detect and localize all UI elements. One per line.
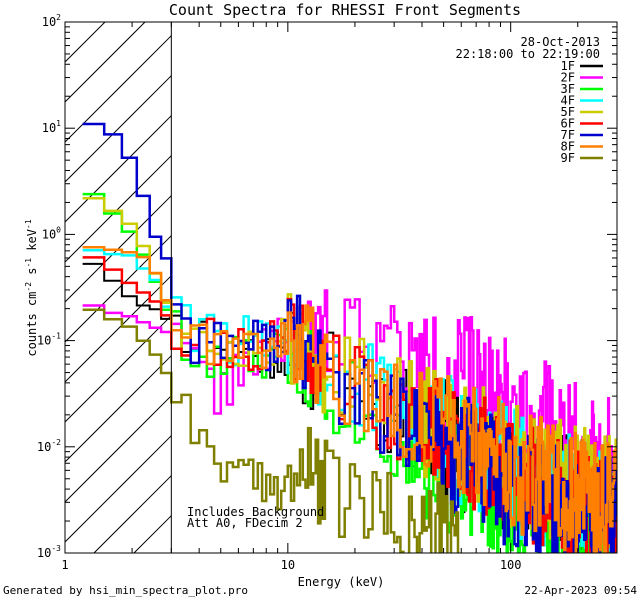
hatch-line-5 — [65, 115, 172, 223]
y-tick-exp-5: 2 — [56, 13, 61, 22]
y-tick-label-3: 100 — [42, 225, 61, 241]
hatch-line-6 — [65, 155, 172, 263]
hatch-line-13 — [65, 435, 172, 543]
legend-label-1F: 1F — [561, 59, 575, 73]
x-tick-label-2: 100 — [500, 558, 522, 572]
legend-label-8F: 8F — [561, 140, 575, 154]
legend-label-2F: 2F — [561, 71, 575, 85]
y-tick-base-2: 10 — [37, 334, 51, 348]
legend-label-5F: 5F — [561, 105, 575, 119]
y-tick-label-5: 102 — [42, 13, 61, 29]
annotation-attenuator: Att A0, FDecim 2 — [187, 516, 303, 530]
y-tick-exp-1: -2 — [51, 438, 61, 447]
y-tick-exp-2: -1 — [51, 332, 61, 341]
date-label: 28-Oct-2013 — [521, 35, 600, 49]
footer-timestamp: 22-Apr-2023 09:54 — [524, 584, 637, 597]
y-axis-unit-s: s — [25, 268, 39, 282]
x-tick-label-1: 10 — [281, 558, 295, 572]
hatch-line-14 — [93, 475, 172, 553]
hatched-region — [65, 22, 172, 553]
y-tick-label-1: 10-2 — [37, 438, 61, 454]
y-axis-unit-kev: keV — [25, 229, 39, 258]
time-range-label: 22:18:00 to 22:19:00 — [456, 47, 601, 61]
hatch-line-11 — [65, 355, 172, 463]
chart-title: Count Spectra for RHESSI Front Segments — [169, 1, 521, 19]
legend-label-6F: 6F — [561, 117, 575, 131]
y-tick-exp-3: 0 — [56, 225, 61, 234]
x-axis-label: Energy (keV) — [298, 575, 385, 589]
x-tick-label-0: 1 — [61, 558, 68, 572]
legend-label-3F: 3F — [561, 82, 575, 96]
y-tick-label-2: 10-1 — [37, 332, 61, 348]
y-tick-base-3: 10 — [42, 227, 56, 241]
y-tick-base-5: 10 — [42, 15, 56, 29]
y-axis-unit-exp-2: -1 — [24, 258, 33, 268]
y-tick-exp-4: 1 — [56, 119, 61, 128]
footer-generated-by: Generated by hsi_min_spectra_plot.pro — [3, 584, 248, 597]
series-layer — [82, 122, 617, 553]
legend-label-4F: 4F — [561, 94, 575, 108]
hatch-line-3 — [65, 35, 172, 143]
hatch-line-10 — [65, 315, 172, 423]
y-tick-base-0: 10 — [37, 546, 51, 560]
series-line-9F — [82, 308, 460, 553]
y-tick-label-4: 101 — [42, 119, 61, 135]
hatch-line-8 — [65, 235, 172, 343]
annotation-background: Includes Background — [187, 505, 324, 519]
y-tick-base-1: 10 — [37, 440, 51, 454]
y-axis-unit-exp-3: -1 — [24, 219, 33, 229]
hatch-line-12 — [65, 395, 172, 503]
y-axis-unit-exp-1: -2 — [24, 282, 33, 292]
hatch-line-4 — [65, 75, 172, 183]
y-axis-label: counts cm-2 s-1 keV-1 — [24, 219, 39, 356]
hatch-line-1 — [65, 22, 106, 63]
legend-label-9F: 9F — [561, 151, 575, 165]
x-axis: 1 10 100 — [61, 22, 618, 572]
hatch-line-2 — [65, 22, 146, 103]
series-line-8F — [82, 245, 617, 553]
plot-frame — [64, 21, 618, 554]
legend-label-7F: 7F — [561, 128, 575, 142]
hatch-line-9 — [65, 275, 172, 383]
y-axis-label-text: counts cm — [25, 292, 39, 357]
y-tick-exp-0: -3 — [51, 544, 61, 553]
hatch-line-15 — [133, 515, 172, 553]
y-tick-base-4: 10 — [42, 121, 56, 135]
y-tick-label-0: 10-3 — [37, 544, 61, 560]
